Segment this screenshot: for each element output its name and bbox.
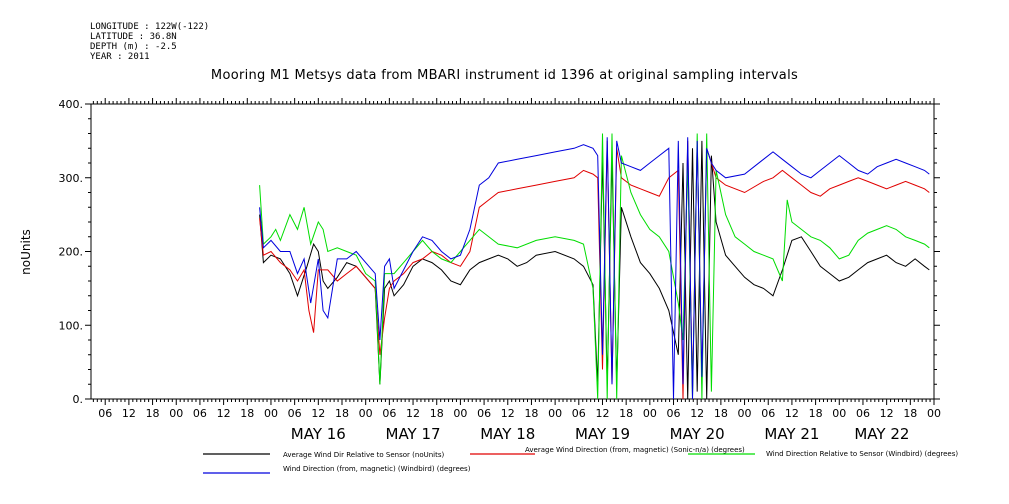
- x-hour-label: 06: [572, 407, 586, 420]
- x-hour-label: 06: [856, 407, 870, 420]
- x-hour-label: 12: [880, 407, 894, 420]
- x-hour-label: 12: [690, 407, 704, 420]
- x-hour-label: 06: [193, 407, 207, 420]
- x-hour-label: 18: [335, 407, 349, 420]
- x-hour-label: 00: [927, 407, 941, 420]
- legend-label-3: Wind Direction Relative to Sensor (Windb…: [766, 450, 958, 458]
- plot-frame: [90, 103, 935, 400]
- x-hour-label: 00: [264, 407, 278, 420]
- x-hour-label: 12: [122, 407, 136, 420]
- x-day-label: MAY 18: [480, 425, 535, 443]
- x-hour-label: 00: [453, 407, 467, 420]
- x-hour-label: 12: [785, 407, 799, 420]
- x-day-label: MAY 21: [764, 425, 819, 443]
- meta-year: YEAR : 2011: [90, 52, 150, 62]
- x-hour-label: 06: [667, 407, 681, 420]
- y-tick-label: 0.: [73, 393, 84, 406]
- x-hour-label: 00: [738, 407, 752, 420]
- chart-title: Mooring M1 Metsys data from MBARI instru…: [210, 68, 799, 83]
- x-hour-label: 18: [430, 407, 444, 420]
- meta-latitude: LATITUDE : 36.8N: [90, 32, 177, 42]
- x-hour-label: 12: [595, 407, 609, 420]
- x-hour-label: 06: [477, 407, 491, 420]
- legend-label-4: Wind Direction (from, magnetic) (Windbir…: [283, 465, 471, 473]
- x-hour-label: 12: [311, 407, 325, 420]
- x-hour-label: 18: [146, 407, 160, 420]
- x-hour-label: 12: [217, 407, 231, 420]
- legend-label-2: Average Wind Direction (from, magnetic) …: [525, 446, 745, 454]
- x-day-label: MAY 19: [575, 425, 630, 443]
- x-hour-label: 00: [169, 407, 183, 420]
- x-day-label: MAY 20: [670, 425, 725, 443]
- x-hour-label: 18: [714, 407, 728, 420]
- x-hour-label: 18: [524, 407, 538, 420]
- x-hour-label: 12: [406, 407, 420, 420]
- x-hour-label: 06: [98, 407, 112, 420]
- x-day-label: MAY 17: [386, 425, 441, 443]
- series-line-4: [259, 137, 930, 400]
- x-hour-label: 12: [501, 407, 515, 420]
- x-hour-label: 00: [832, 407, 846, 420]
- meta-depth: DEPTH (m) : -2.5: [90, 42, 177, 52]
- legend-label-1: Average Wind Dir Relative to Sensor (noU…: [283, 451, 444, 459]
- x-hour-label: 06: [288, 407, 302, 420]
- x-hour-label: 00: [548, 407, 562, 420]
- x-hour-label: 18: [809, 407, 823, 420]
- x-hour-label: 00: [359, 407, 373, 420]
- y-tick-label: 200.: [59, 246, 84, 259]
- meta-longitude: LONGITUDE : 122W(-122): [90, 22, 210, 32]
- metadata-block: LONGITUDE : 122W(-122) LATITUDE : 36.8N …: [90, 22, 209, 62]
- x-day-label: MAY 22: [854, 425, 909, 443]
- series-line-2: [259, 140, 930, 400]
- x-hour-label: 06: [761, 407, 775, 420]
- y-tick-label: 100.: [59, 319, 84, 332]
- series-line-3: [259, 133, 930, 400]
- x-hour-label: 18: [240, 407, 254, 420]
- x-hour-label: 18: [903, 407, 917, 420]
- x-hour-label: 18: [619, 407, 633, 420]
- x-hour-label: 00: [643, 407, 657, 420]
- x-hour-label: 06: [382, 407, 396, 420]
- series-line-1: [259, 140, 930, 400]
- y-tick-label: 300.: [59, 172, 84, 185]
- x-day-label: MAY 16: [291, 425, 346, 443]
- y-tick-label: 400.: [59, 98, 84, 111]
